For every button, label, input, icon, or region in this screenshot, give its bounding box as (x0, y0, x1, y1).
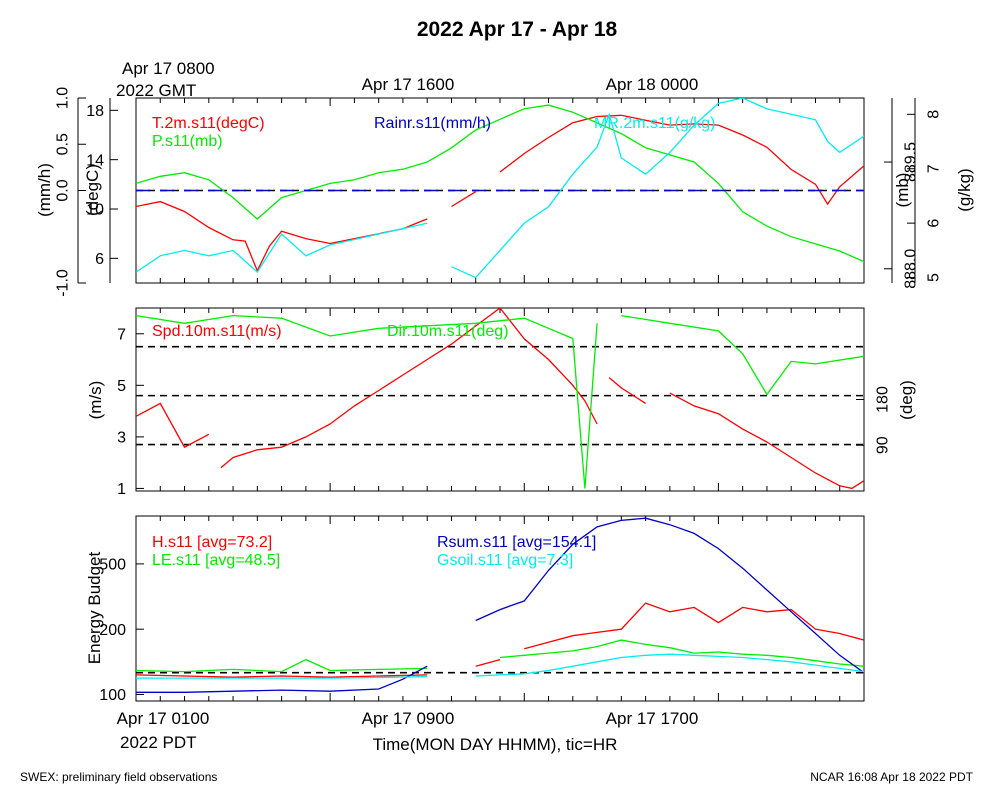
y-tick-label: 90 (875, 436, 892, 454)
y-tick-label: 7 (117, 326, 126, 343)
series-line-dir (136, 314, 864, 489)
series-line-mr (136, 98, 864, 279)
series-line-gsoil (136, 653, 864, 679)
legend-entry: Dir.10m.s11(deg) (387, 323, 509, 340)
legend-entry: Spd.10m.s11(m/s) (152, 323, 282, 340)
footer-left: SWEX: preliminary field observations (20, 770, 217, 784)
y-tick-label: 888.0 (903, 249, 920, 289)
y-tick-label: 1 (117, 481, 126, 498)
panel-3: H.s11 [avg=73.2]LE.s11 [avg=48.5] Rsum.s1… (85, 515, 865, 704)
y-tick-label: 100 (99, 687, 126, 704)
x-axis-label: Time(MON DAY HHMM), tic=HR (373, 735, 618, 754)
series-line-rsum (136, 517, 864, 693)
chart-title: 2022 Apr 17 - Apr 18 (417, 18, 618, 41)
y-axis-label: (m/s) (86, 381, 105, 420)
y-axis-label: (g/kg) (955, 168, 974, 211)
y-axis-label: (mb) (893, 173, 912, 208)
footer-right: NCAR 16:08 Apr 18 2022 PDT (810, 770, 973, 784)
series-line-h (136, 602, 864, 678)
bottom-time-label-1-line2: 2022 PDT (120, 733, 197, 752)
y-tick-label: 14 (86, 152, 104, 169)
y-axis-label: Energy Budget (85, 551, 104, 664)
legend-entry: LE.s11 [avg=48.5] (152, 552, 280, 569)
bottom-time-label-1-line1: Apr 17 0100 (117, 709, 210, 728)
y-tick-label: 6 (926, 219, 943, 228)
legend-entry: P.s11(mb) (152, 133, 223, 150)
legend-entry: T.2m.s11(degC) (152, 115, 265, 132)
y-tick-label: 5 (117, 378, 126, 395)
y-axis-label: (mm/h) (35, 163, 54, 217)
bottom-time-label-3: Apr 17 1700 (606, 709, 699, 728)
y-tick-label: 8 (926, 110, 943, 119)
y-tick-label: 18 (86, 103, 104, 120)
y-tick-label: 3 (117, 429, 126, 446)
bottom-time-label-2: Apr 17 0900 (362, 709, 455, 728)
top-time-label-1-line2: 2022 GMT (116, 81, 196, 100)
top-time-label-2: Apr 17 1600 (362, 75, 455, 94)
y-tick-label: 6 (95, 251, 104, 268)
y-tick-label: 200 (99, 622, 126, 639)
top-time-label-3: Apr 18 0000 (606, 75, 699, 94)
y-axis-label: (deg) (897, 380, 916, 420)
legend-entry: H.s11 [avg=73.2] (152, 534, 272, 551)
top-time-label-1-line1: Apr 17 0800 (122, 59, 215, 78)
legend-entry: Rainr.s11(mm/h) (374, 115, 491, 132)
series-line-spd (136, 308, 864, 490)
y-tick-label: 1.0 (55, 87, 72, 109)
series-line-p (136, 104, 864, 263)
y-tick-label: 180 (875, 386, 892, 413)
y-tick-label: 10 (86, 202, 104, 219)
legend-entry: Gsoil.s11 [avg=7.3] (437, 552, 573, 569)
series-line-t (136, 114, 864, 273)
panel-2: Spd.10m.s11(m/s) Dir.10m.s11(deg) 1 3 5 7 (m/s… (86, 307, 916, 498)
y-tick-label: 0.5 (55, 133, 72, 155)
panel-1: T.2m.s11(degC)P.s11(mb) Rainr.s11(mm/h) MR… (35, 87, 974, 297)
y-axis-label: (degC) (83, 164, 102, 216)
y-tick-label: 0.0 (55, 179, 72, 201)
y-tick-label: 500 (99, 556, 126, 573)
series-line-le (136, 639, 864, 673)
legend-entry: MR.2m.s11(g/kg) (594, 115, 716, 132)
y-tick-label: 5 (926, 273, 943, 282)
y-tick-label: -1.0 (55, 269, 72, 297)
legend-entry: Rsum.s11 [avg=154.1] (437, 534, 596, 551)
y-tick-label: 7 (926, 164, 943, 173)
